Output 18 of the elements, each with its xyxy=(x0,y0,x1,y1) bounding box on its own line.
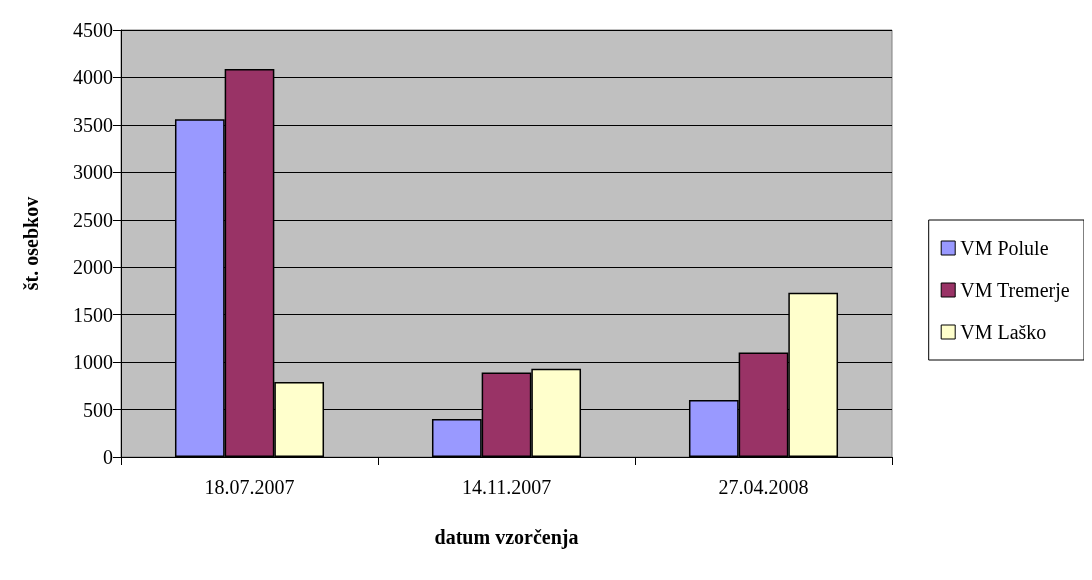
x-tick-label: 18.07.2007 xyxy=(204,476,295,498)
legend-label: VM Tremerje xyxy=(960,279,1070,302)
y-tick-label: 3500 xyxy=(73,113,113,136)
x-tick-label: 14.11.2007 xyxy=(461,476,552,498)
y-tick-label: 2500 xyxy=(73,208,113,231)
x-axis-title: datum vzorčenja xyxy=(434,526,579,549)
y-tick-label: 3000 xyxy=(73,161,113,184)
y-tick-label: 500 xyxy=(83,398,113,421)
legend-label: VM Laško xyxy=(960,321,1047,343)
y-tick-label: 4000 xyxy=(73,66,113,89)
y-tick-label: 1000 xyxy=(73,351,113,374)
x-tick-label: 27.04.2008 xyxy=(718,476,809,498)
y-axis-title: št. osebkov xyxy=(20,196,42,291)
y-tick-label: 1500 xyxy=(73,303,113,326)
y-tick-label: 0 xyxy=(103,446,113,468)
y-tick-label: 4500 xyxy=(73,19,113,41)
y-tick-label: 2000 xyxy=(73,256,113,279)
legend-label: VM Polule xyxy=(960,237,1049,259)
